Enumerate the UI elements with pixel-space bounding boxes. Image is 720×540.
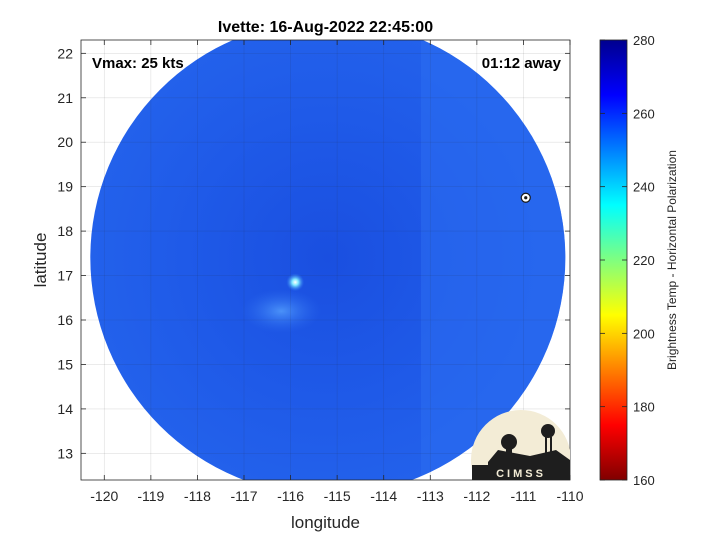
colorbar-tick-label: 280 [633,33,655,48]
y-tick-label: 16 [57,312,73,328]
swath-east-band [420,40,566,480]
y-tick-label: 13 [57,445,73,461]
colorbar-tick-label: 220 [633,253,655,268]
storm-center-warm-spot [286,273,305,292]
colorbar-tick-label: 160 [633,473,655,488]
y-tick-label: 18 [57,223,73,239]
y-tick-label: 14 [57,401,73,417]
x-tick-label: -117 [231,488,258,504]
feature-layer [286,192,531,292]
y-tick-label: 15 [57,356,73,372]
colorbar-tick-label: 260 [633,106,655,121]
colorbar-ticks: 160 180 200 220 240 260 280 [600,33,655,488]
logo-building-silhouette [488,450,570,468]
x-tick-label: -118 [184,488,211,504]
x-tick-label: -116 [277,488,304,504]
logo-water-tower [541,424,555,438]
x-tick-label: -115 [324,488,351,504]
y-tick-label: 20 [57,134,73,150]
isolated-cell-core [524,196,528,200]
logo-tower-leg-right [550,437,552,463]
x-tick-label: -112 [463,488,490,504]
x-tick-label: -114 [370,488,397,504]
logo-banner [472,465,570,480]
age-annotation: 01:12 away [482,55,562,72]
logo-radar-dish [501,434,517,450]
grid-lines [81,40,570,480]
y-tick-label: 21 [57,90,73,106]
colorbar-tick-label: 180 [633,400,655,415]
colorbar-tick-label: 240 [633,180,655,195]
x-axis-ticks: -120 -119 -118 -117 -116 -115 -114 -113 -112 -111… [90,40,584,504]
y-tick-label: 17 [57,268,73,284]
x-tick-label: -119 [137,488,164,504]
y-axis-label: latitude [31,233,50,288]
y-axis-ticks: 13 14 15 16 17 18 19 20 21 22 [57,45,570,461]
x-tick-label: -113 [417,488,444,504]
x-axis-label: longitude [291,513,360,532]
axes-frame [80,39,571,481]
chart-title: Ivette: 16-Aug-2022 22:45:00 [218,19,433,36]
x-tick-label: -120 [90,488,118,504]
colorbar-tick-label: 200 [633,326,655,341]
vmax-annotation: Vmax: 25 kts [92,55,184,72]
x-tick-label: -111 [510,488,536,504]
colorbar-label: Brightness Temp - Horizontal Polarizatio… [665,150,679,370]
cimss-logo: CIMSS [470,410,570,480]
logo-text: CIMSS [496,468,546,480]
y-tick-label: 19 [57,179,73,195]
warm-haze-region [241,289,322,334]
y-tick-label: 22 [57,45,73,61]
logo-tower-leg-left [545,437,547,463]
swath-layer [90,40,566,480]
x-tick-label: -110 [557,488,584,504]
